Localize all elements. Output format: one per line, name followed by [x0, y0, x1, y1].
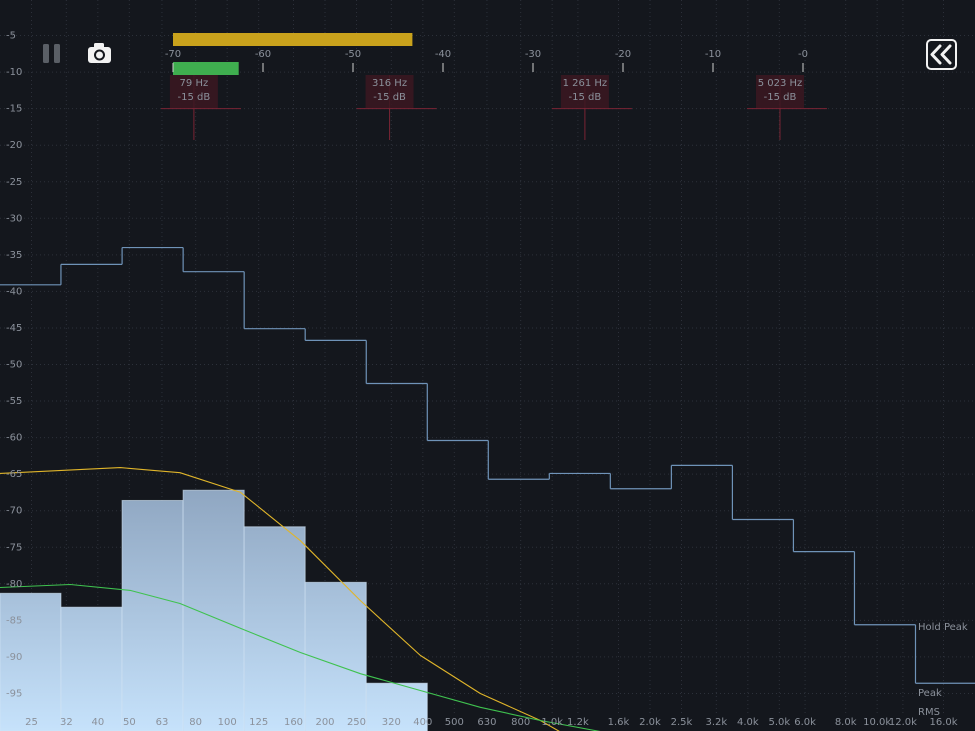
overlay: -5 -10 -15 -20 -25 -30 -35 -40 -45 -50 -55 -60 -65 -7… [6, 31, 968, 728]
x-tick-label: 10.0k [863, 717, 891, 728]
y-tick-label: -45 [6, 323, 22, 334]
x-tick-label: 500 [445, 717, 464, 728]
meter-tick-label: -0 [798, 49, 808, 60]
meter-tick-label: -40 [435, 49, 451, 60]
x-tick-label: 6.0k [794, 717, 816, 728]
marker-box [365, 75, 414, 108]
pause-button[interactable] [43, 44, 60, 63]
x-tick-label: 250 [347, 717, 366, 728]
peak-meter-bar [173, 33, 413, 46]
curve [0, 583, 601, 731]
marker-box [755, 75, 804, 108]
x-tick-label: 5.0k [768, 717, 790, 728]
x-tick-label: 800 [511, 717, 530, 728]
x-tick-label: 32 [60, 717, 73, 728]
y-tick-label: -70 [6, 506, 22, 517]
rms-meter-bar [173, 62, 239, 75]
bar [182, 489, 245, 731]
y-tick-label: -90 [6, 652, 22, 663]
x-tick-label: 3.2k [705, 717, 727, 728]
grid [0, 0, 975, 715]
x-tick-label: 1.2k [567, 717, 589, 728]
y-tick-label: -35 [6, 250, 22, 261]
marker-level: -15 dB [373, 92, 406, 103]
y-tick-label: -40 [6, 286, 22, 297]
y-tick-label: -50 [6, 360, 22, 371]
meter-tick-label: -60 [255, 49, 271, 60]
bar [121, 499, 184, 731]
marker-level: -15 dB [569, 92, 602, 103]
meter-tick-label: -20 [615, 49, 631, 60]
x-tick-label: 40 [91, 717, 104, 728]
bar [365, 682, 428, 731]
y-tick-label: -60 [6, 433, 22, 444]
y-tick-label: -15 [6, 104, 22, 115]
marker-box [560, 75, 609, 108]
marker-level: -15 dB [178, 92, 211, 103]
x-tick-label: 1.0k [541, 717, 563, 728]
x-tick-label: 25 [25, 717, 38, 728]
curve [0, 467, 560, 731]
y-tick-label: -20 [6, 140, 22, 151]
x-tick-label: 160 [284, 717, 303, 728]
marker-level: -15 dB [764, 92, 797, 103]
x-tick-label: 16.0k [929, 717, 957, 728]
x-tick-label: 50 [123, 717, 136, 728]
legend-label: Hold Peak [918, 622, 968, 633]
y-tick-label: -95 [6, 688, 22, 699]
bar [304, 581, 367, 731]
x-tick-label: 1.6k [608, 717, 630, 728]
y-tick-label: -55 [6, 396, 22, 407]
x-tick-label: 12.0k [889, 717, 917, 728]
y-tick-label: -65 [6, 469, 22, 480]
x-tick-label: 80 [189, 717, 202, 728]
camera-button[interactable] [88, 43, 111, 63]
y-tick-label: -30 [6, 213, 22, 224]
meter-tick-label: -30 [525, 49, 541, 60]
y-tick-label: -80 [6, 579, 22, 590]
x-tick-label: 63 [156, 717, 169, 728]
bar [243, 526, 306, 731]
meter-tick-label: -10 [705, 49, 721, 60]
y-tick-label: -10 [6, 67, 22, 78]
y-tick-label: -75 [6, 542, 22, 553]
x-tick-label: 2.5k [671, 717, 693, 728]
x-tick-label: 320 [382, 717, 401, 728]
marker-freq: 79 Hz [180, 78, 209, 89]
y-tick-label: -25 [6, 177, 22, 188]
marker-freq: 5 023 Hz [758, 78, 803, 89]
x-tick-label: 4.0k [737, 717, 759, 728]
legend-label: RMS [918, 707, 940, 718]
x-tick-label: 100 [218, 717, 237, 728]
collapse-button[interactable] [926, 39, 957, 70]
x-tick-label: 2.0k [639, 717, 661, 728]
marker-freq: 1 261 Hz [563, 78, 608, 89]
bar [60, 606, 123, 731]
x-tick-label: 125 [249, 717, 268, 728]
meter-tick-label: -70 [165, 49, 181, 60]
y-tick-label: -5 [6, 31, 16, 42]
x-tick-label: 400 [413, 717, 432, 728]
y-tick-label: -85 [6, 615, 22, 626]
x-tick-label: 200 [315, 717, 334, 728]
marker-freq: 316 Hz [372, 78, 407, 89]
meter-tick-label: -50 [345, 49, 361, 60]
marker-box [169, 75, 218, 108]
x-tick-label: 8.0k [835, 717, 857, 728]
x-tick-label: 630 [477, 717, 496, 728]
legend-label: Peak [918, 688, 942, 699]
plot [0, 246, 975, 731]
